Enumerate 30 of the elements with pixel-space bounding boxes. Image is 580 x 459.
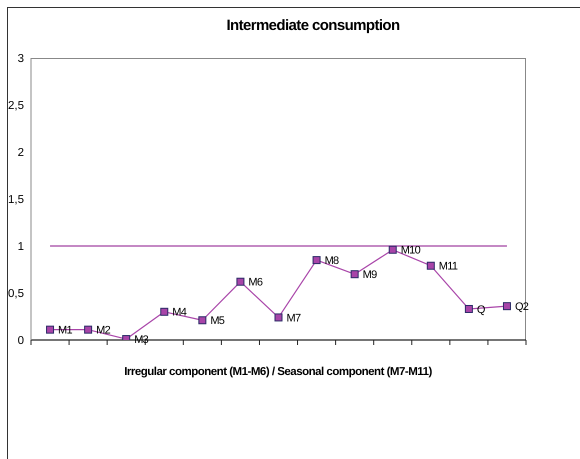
y-tick-label: 2,5: [8, 100, 24, 112]
point: [464, 304, 473, 313]
chart-title: Intermediate consumption: [226, 17, 400, 34]
point: [160, 308, 168, 316]
point: [46, 326, 54, 334]
x-axis-title: Irregular component (M1-M6) / Seasonal component (M7-M11): [124, 366, 432, 378]
point: [274, 313, 282, 322]
x-tick-label: M7: [286, 312, 301, 324]
point: [350, 270, 359, 278]
x-tick-label: M8: [324, 254, 340, 267]
point: [388, 246, 397, 254]
y-tick-label: 3: [18, 53, 24, 66]
x-tick-label: M10: [400, 244, 421, 257]
y-tick-label: 0: [18, 335, 24, 348]
point: [426, 262, 435, 270]
x-tick-label: M2: [96, 324, 111, 337]
point: [84, 326, 92, 334]
point: [236, 278, 244, 286]
x-tick-label: M6: [248, 276, 263, 289]
x-tick-label: M5: [210, 315, 225, 328]
x-tick-label: M9: [362, 269, 378, 282]
point: [502, 302, 511, 310]
y-tick-label: 2: [18, 147, 24, 160]
point: [198, 316, 206, 324]
point: [312, 256, 321, 264]
y-tick-label: 1: [18, 241, 24, 254]
y-tick-label: 1,5: [8, 194, 24, 206]
y-tick-label: 0,5: [8, 288, 24, 300]
x-tick-label: M11: [438, 260, 458, 273]
x-tick-label: Q2: [514, 301, 529, 314]
